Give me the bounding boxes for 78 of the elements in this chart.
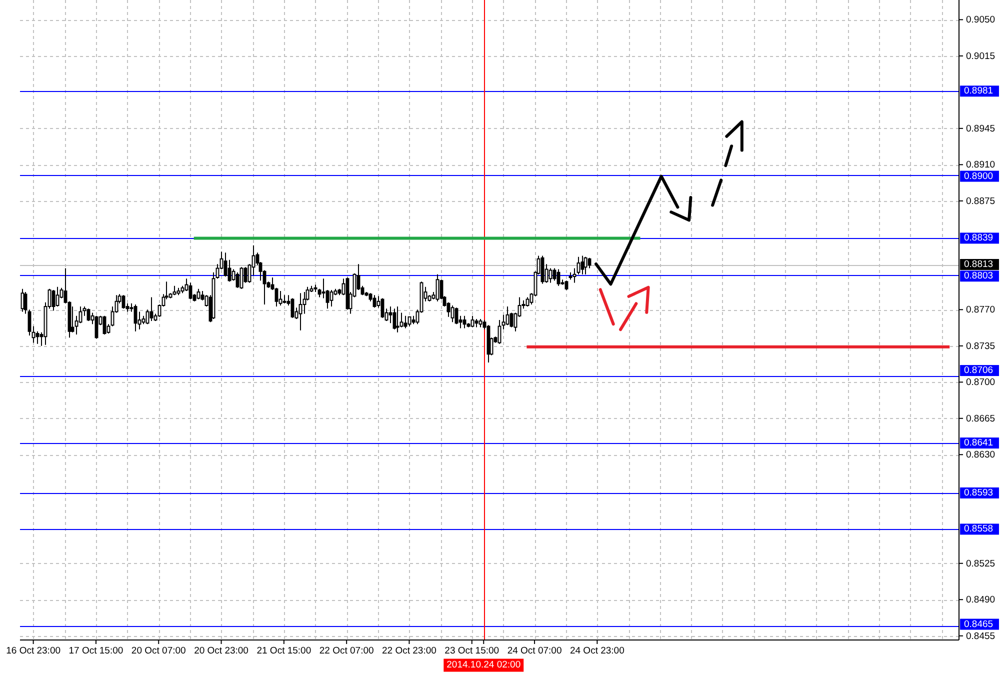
x-tick-label: 17 Oct 15:00 xyxy=(68,646,124,657)
candlestick xyxy=(436,274,440,302)
ref-line-label: 0.8813 xyxy=(964,258,994,270)
candlestick xyxy=(20,288,24,312)
candlestick xyxy=(282,294,286,304)
y-tick-label: 0.8700 xyxy=(966,377,996,388)
candlestick xyxy=(498,320,502,344)
candlestick xyxy=(572,268,576,284)
candlestick xyxy=(404,315,408,329)
y-tick-label: 0.8665 xyxy=(966,413,996,424)
candlestick xyxy=(470,315,474,328)
candlestick xyxy=(478,318,482,328)
candlestick xyxy=(56,286,60,308)
x-tick-label: 2014.10.24 02:00 xyxy=(446,660,521,671)
x-tick-label: 20 Oct 07:00 xyxy=(131,646,186,657)
y-tick-label: 0.8910 xyxy=(966,160,996,171)
candlestick xyxy=(196,288,200,300)
candlestick xyxy=(32,326,36,344)
candlestick xyxy=(462,315,466,329)
candlestick xyxy=(212,272,216,320)
y-tick-label: 0.9050 xyxy=(966,14,996,26)
y-tick-label: 0.8945 xyxy=(966,123,996,134)
candlestick xyxy=(134,304,138,332)
candlestick xyxy=(408,316,412,327)
candlestick xyxy=(568,272,572,280)
candlestick xyxy=(28,309,32,336)
candlestick xyxy=(122,294,126,310)
candlestick xyxy=(224,252,228,278)
candlestick xyxy=(330,289,334,308)
candlestick xyxy=(474,318,478,328)
candlestick xyxy=(314,284,318,293)
ref-line-label: 0.8465 xyxy=(964,618,994,630)
x-tick-label: 23 Oct 15:00 xyxy=(444,646,500,657)
candlestick xyxy=(584,256,588,275)
candlestick xyxy=(526,296,530,308)
candlestick xyxy=(24,292,28,314)
x-tick-label: 21 Oct 15:00 xyxy=(256,646,312,657)
candlestick xyxy=(450,305,454,323)
ref-line-label: 0.8641 xyxy=(964,438,994,449)
candlestick xyxy=(278,290,282,306)
candlestick xyxy=(188,282,192,300)
x-tick-label: 20 Oct 23:00 xyxy=(194,646,248,657)
y-tick-label: 0.8525 xyxy=(966,558,996,570)
y-tick-label: 0.8455 xyxy=(966,630,996,642)
candlestick xyxy=(548,268,552,284)
candlestick xyxy=(372,294,376,308)
y-tick-label: 0.8630 xyxy=(966,450,996,461)
candlestick xyxy=(506,306,510,326)
x-tick-label: 24 Oct 07:00 xyxy=(507,646,562,657)
candlestick xyxy=(556,268,560,286)
ref-line-label: 0.8803 xyxy=(964,270,994,282)
candlestick xyxy=(176,287,180,296)
candlestick xyxy=(298,292,302,331)
x-tick-label: 22 Oct 07:00 xyxy=(319,646,374,657)
y-tick-label: 0.8490 xyxy=(966,594,996,606)
ref-line-label: 0.8839 xyxy=(964,232,994,244)
candlestick xyxy=(392,308,396,330)
ref-line-label: 0.8981 xyxy=(964,86,994,97)
ref-line-label: 0.8593 xyxy=(964,487,994,498)
y-tick-label: 0.8770 xyxy=(966,304,996,316)
y-tick-label: 0.8735 xyxy=(966,340,996,352)
x-tick-label: 22 Oct 23:00 xyxy=(382,646,436,657)
y-tick-label: 0.9015 xyxy=(966,50,996,62)
x-tick-label: 24 Oct 23:00 xyxy=(570,646,624,657)
candlestick xyxy=(150,296,154,322)
ref-line-label: 0.8558 xyxy=(964,524,994,535)
x-tick-label: 16 Oct 23:00 xyxy=(6,646,61,657)
candlestick xyxy=(564,280,568,290)
ref-line-label: 0.8706 xyxy=(964,365,994,376)
candlestick xyxy=(396,306,400,333)
candlestick xyxy=(86,308,90,322)
y-tick-label: 0.8875 xyxy=(966,196,996,207)
candlestick xyxy=(576,256,580,275)
candlestick xyxy=(172,285,176,296)
candlestick xyxy=(240,266,244,290)
ref-line-label: 0.8900 xyxy=(964,170,994,182)
candlestick xyxy=(52,289,56,312)
candlestick xyxy=(580,255,584,275)
